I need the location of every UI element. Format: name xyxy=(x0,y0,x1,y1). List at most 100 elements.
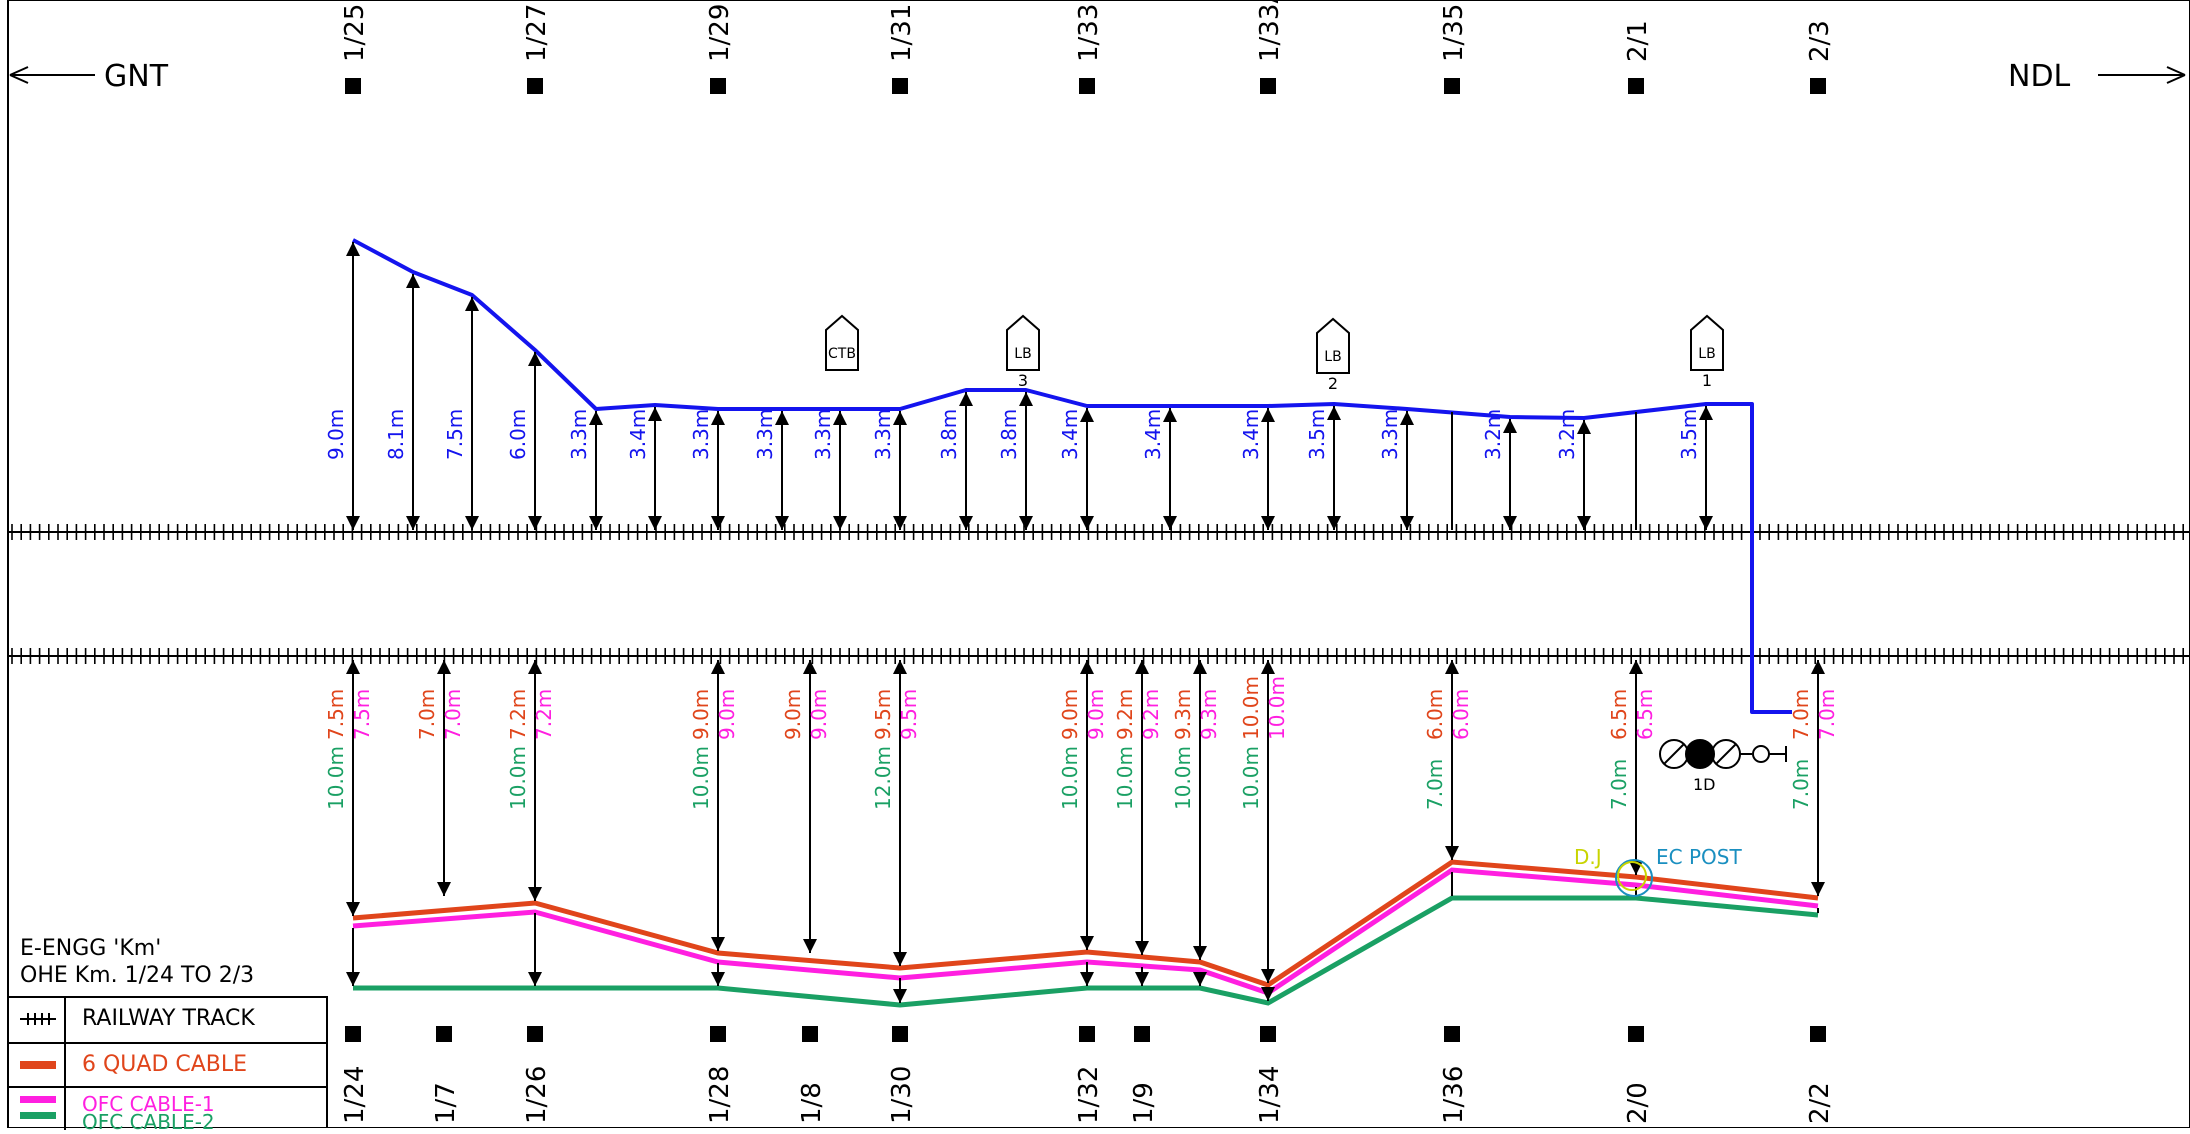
ohe-height-label: 3.3m xyxy=(811,409,835,460)
legend-item-ofc-cables: OFC CABLE-1 OFC CABLE-2 xyxy=(8,1086,328,1134)
ofc-cable-1-depth-label: 10.0m xyxy=(1265,676,1289,740)
structure-type-label: LB xyxy=(1324,349,1341,365)
km-post-marker xyxy=(527,78,543,94)
ec-post-circle-icon xyxy=(1615,859,1653,897)
ofc-cable-2-route xyxy=(353,895,1819,1008)
legend-label-ofc-cable-2: OFC CABLE-2 xyxy=(82,1110,215,1134)
legend-label-quad-cable: 6 QUAD CABLE xyxy=(82,1052,248,1077)
ofc-cable-2-depth-label: 10.0m xyxy=(1113,746,1137,810)
quad-cable-depth-label: 9.5m xyxy=(871,689,895,740)
km-post-marker xyxy=(802,1026,818,1042)
structure-number-label: 3 xyxy=(1018,371,1028,390)
ofc-cable-1-depth-label: 6.5m xyxy=(1633,689,1657,740)
bottom-km-label: 1/30 xyxy=(887,1066,917,1124)
top-km-label: 2/3 xyxy=(1805,20,1835,62)
direction-left-label: GNT xyxy=(104,59,169,94)
quad-cable-depth-label: 9.0m xyxy=(781,689,805,740)
km-post-marker xyxy=(1079,78,1095,94)
dj-ec-post-equipment: D.J EC POST xyxy=(1574,845,1742,897)
km-post-marker xyxy=(1628,78,1644,94)
structure-number-label: 2 xyxy=(1328,374,1338,393)
bottom-km-label: 1/24 xyxy=(340,1066,370,1124)
ofc-cable-1-depth-label: 9.0m xyxy=(807,689,831,740)
bottom-km-label: 2/2 xyxy=(1805,1082,1835,1124)
isolator-tag: 1D xyxy=(1693,775,1716,794)
railway-track-icon xyxy=(20,1013,56,1025)
lower-depth-dimensions: 7.5m 7.5m 7.0m 7.0m 7.2m 7.2m 9.0m 9.0m 9.0m 9.0m… xyxy=(324,660,1839,1003)
km-post-marker xyxy=(1444,1026,1460,1042)
bottom-km-label: 1/36 xyxy=(1439,1066,1469,1124)
bottom-km-label: 1/7 xyxy=(431,1082,461,1124)
ofc-cable-2-depth-label: 10.0m xyxy=(324,746,348,810)
km-post-marker xyxy=(1260,78,1276,94)
ofc-cable-swatch-icon xyxy=(20,1096,56,1119)
bottom-km-label: 1/28 xyxy=(705,1066,735,1124)
bottom-km-label: 1/32 xyxy=(1074,1066,1104,1124)
bottom-km-label: 1/9 xyxy=(1129,1082,1159,1124)
bottom-km-label: 1/8 xyxy=(797,1082,827,1124)
title-line-2: OHE Km. 1/24 TO 2/3 xyxy=(20,963,255,988)
structure-ctb-icon: CTB xyxy=(825,314,859,371)
dj-circle-icon xyxy=(1617,861,1647,891)
ofc-cable-1-depth-label: 9.0m xyxy=(715,689,739,740)
railway-tracks xyxy=(8,524,2190,664)
km-post-marker xyxy=(892,1026,908,1042)
ofc-cable-2-depth-label: 10.0m xyxy=(689,746,713,810)
top-km-label: 1/25 xyxy=(340,4,370,62)
legend-item-railway-track: RAILWAY TRACK xyxy=(8,998,328,1042)
direction-right-label: NDL xyxy=(2008,59,2071,94)
km-post-marker xyxy=(1444,78,1460,94)
ofc-cable-1-depth-label: 9.0m xyxy=(1084,689,1108,740)
ohe-height-label: 3.8m xyxy=(997,409,1021,460)
km-post-marker xyxy=(710,78,726,94)
km-post-marker xyxy=(1079,1026,1095,1042)
structures: CTB LB 3 LB 2 LB 1 xyxy=(825,314,1724,393)
ohe-height-label: 3.4m xyxy=(1141,409,1165,460)
ohe-height-label: 9.0m xyxy=(324,409,348,460)
ofc-cable-1-depth-label: 9.5m xyxy=(897,689,921,740)
km-post-marker xyxy=(1134,1026,1150,1042)
ofc-cable-1-depth-label: 7.5m xyxy=(350,689,374,740)
bottom-km-label: 2/0 xyxy=(1623,1082,1653,1124)
quad-cable-depth-label: 7.0m xyxy=(415,689,439,740)
ofc-cable-2-depth-label: 10.0m xyxy=(1171,746,1195,810)
ohe-height-label: 6.0m xyxy=(506,409,530,460)
upper-height-dimensions: 9.0m 8.1m 7.5m 6.0m 3.3m 3.4m 3.3m 3.3m 3.3m 3.3m… xyxy=(324,242,1713,530)
quad-cable-depth-label: 9.0m xyxy=(1058,689,1082,740)
quad-cable-depth-label: 10.0m xyxy=(1239,676,1263,740)
structure-lb-icon: LB 3 xyxy=(1006,314,1040,390)
ofc-cable-2-depth-label: 7.0m xyxy=(1607,759,1631,810)
ohe-height-label: 3.2m xyxy=(1555,409,1579,460)
bottom-km-label: 1/26 xyxy=(522,1066,552,1124)
ofc-cable-1-depth-label: 9.2m xyxy=(1139,689,1163,740)
km-post-marker xyxy=(527,1026,543,1042)
ohe-height-label: 3.3m xyxy=(689,409,713,460)
ohe-height-label: 3.3m xyxy=(753,409,777,460)
ohe-height-label: 3.4m xyxy=(1058,409,1082,460)
ohe-height-label: 3.5m xyxy=(1305,409,1329,460)
top-km-label: 1/35 xyxy=(1439,4,1469,62)
ofc-cable-1-depth-label: 7.2m xyxy=(532,689,556,740)
ofc-cable-2-depth-label: 12.0m xyxy=(871,746,895,810)
quad-cable-depth-label: 6.0m xyxy=(1423,689,1447,740)
ec-post-label: EC POST xyxy=(1656,845,1742,869)
bottom-km-markers: 1/24 1/7 1/26 1/28 1/8 1/30 1/32 1/9 1/34 1/36 2/0… xyxy=(340,1026,1835,1124)
ohe-height-label: 3.3m xyxy=(567,409,591,460)
km-post-marker xyxy=(710,1026,726,1042)
isolator-symbol: 1D xyxy=(1659,739,1787,794)
ohe-height-label: 3.3m xyxy=(871,409,895,460)
top-km-label: 1/31 xyxy=(887,4,917,62)
bottom-km-label: 1/34 xyxy=(1255,1066,1285,1124)
ohe-height-label: 3.3m xyxy=(1378,409,1402,460)
km-post-marker xyxy=(1628,1026,1644,1042)
quad-cable-depth-label: 9.2m xyxy=(1113,689,1137,740)
top-km-label: 1/33 xyxy=(1074,4,1104,62)
ohe-height-label: 3.2m xyxy=(1481,409,1505,460)
legend-item-quad-cable: 6 QUAD CABLE xyxy=(8,1042,328,1088)
km-post-marker xyxy=(1260,1026,1276,1042)
top-km-label: 1/33A xyxy=(1255,0,1285,62)
structure-lb-icon: LB 1 xyxy=(1690,314,1724,390)
structure-type-label: LB xyxy=(1014,346,1031,362)
direction-gnt: GNT xyxy=(9,59,169,94)
